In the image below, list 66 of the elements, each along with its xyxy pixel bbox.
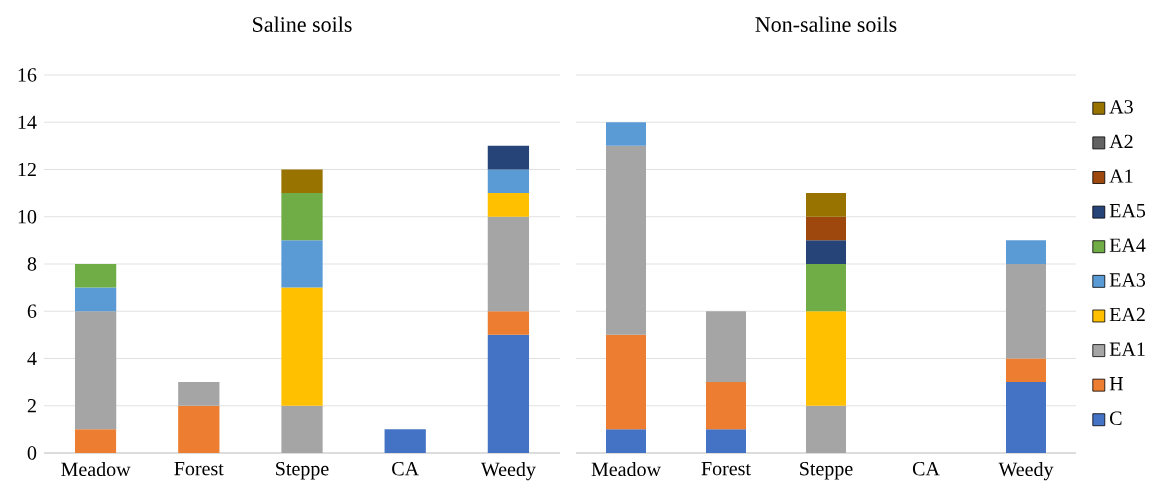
- bar: [487, 334, 530, 453]
- bar: [178, 382, 220, 406]
- bar: [74, 311, 117, 430]
- bar: [1005, 358, 1046, 383]
- bar: [1005, 240, 1046, 264]
- bar: [1005, 382, 1046, 453]
- legend-label: EA3: [1109, 273, 1146, 287]
- x-tick-label: Forest: [701, 462, 751, 476]
- bar: [606, 122, 646, 146]
- bar: [1005, 263, 1046, 359]
- y-tick-label: 2: [27, 399, 36, 413]
- bar: [281, 193, 323, 241]
- legend-label: H: [1109, 377, 1124, 391]
- y-tick-label: 6: [27, 304, 37, 318]
- legend-label: EA4: [1109, 238, 1146, 252]
- bar: [806, 240, 846, 264]
- bar: [806, 216, 846, 241]
- bar: [281, 169, 323, 194]
- legend-label: C: [1110, 411, 1122, 426]
- x-tick-label: Meadow: [591, 462, 661, 477]
- y-tick-label: 16: [18, 68, 37, 82]
- y-tick-label: 0: [27, 446, 37, 460]
- bar: [487, 311, 530, 335]
- y-tick-label: 14: [18, 115, 37, 129]
- bar: [806, 193, 846, 217]
- bar: [487, 145, 530, 170]
- bar: [606, 334, 646, 430]
- bar: [281, 287, 323, 406]
- legend-label: A3: [1109, 100, 1133, 114]
- legend-label: EA1: [1109, 342, 1145, 356]
- x-tick-label: CA: [392, 462, 419, 476]
- bar: [487, 193, 530, 217]
- bar: [487, 216, 530, 312]
- x-tick-label: Steppe: [800, 462, 853, 480]
- chart-title: Non-saline soils: [755, 16, 897, 32]
- bar: [74, 287, 117, 312]
- bar: [706, 311, 746, 383]
- bar: [281, 405, 323, 453]
- legend-label: A1: [1109, 169, 1133, 183]
- y-tick-label: 8: [27, 257, 37, 271]
- bar: [281, 240, 323, 288]
- legend-label: EA5: [1109, 204, 1146, 218]
- bar: [606, 429, 646, 453]
- bar: [74, 429, 117, 453]
- x-tick-label: CA: [912, 462, 940, 476]
- x-tick-label: Meadow: [61, 462, 131, 477]
- bar: [806, 311, 846, 406]
- bar: [706, 382, 746, 430]
- bar: [178, 405, 220, 453]
- x-tick-label: Steppe: [276, 462, 329, 480]
- bar: [606, 145, 646, 335]
- bar: [384, 429, 426, 453]
- bar: [806, 405, 846, 453]
- bar: [706, 429, 746, 453]
- x-tick-label: Forest: [174, 462, 224, 476]
- y-tick-label: 10: [18, 209, 37, 224]
- x-tick-label: Weedy: [998, 462, 1054, 481]
- bar: [806, 263, 846, 312]
- x-tick-label: Weedy: [480, 462, 536, 481]
- y-tick-label: 12: [18, 162, 36, 177]
- legend-label: EA2: [1109, 307, 1145, 322]
- legend-label: A2: [1109, 134, 1133, 149]
- bar: [74, 263, 117, 288]
- chart-title: Saline soils: [253, 16, 352, 32]
- bar: [487, 169, 530, 194]
- y-tick-label: 4: [27, 351, 37, 366]
